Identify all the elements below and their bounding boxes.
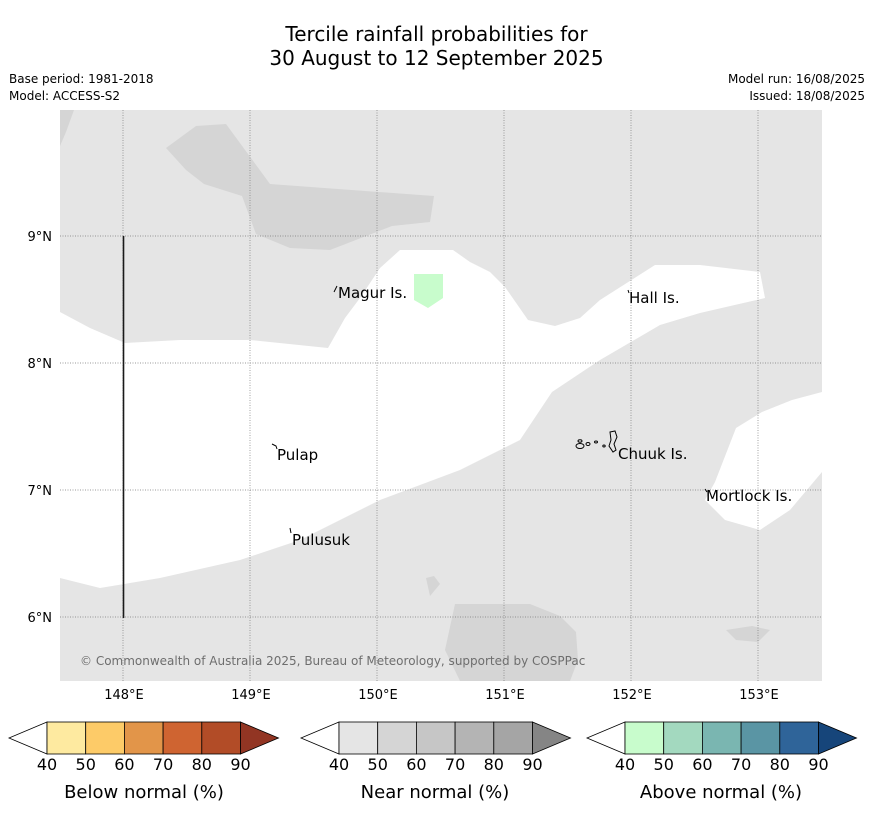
below-colorbar-high-extend	[240, 721, 280, 755]
above-colorbar-tick: 80	[770, 755, 790, 774]
legend-below-normal: Below normal (%) 40 50 60 70 80 90	[7, 721, 280, 803]
x-tick-148: 148°E	[104, 688, 144, 703]
near-colorbar-tick: 50	[368, 755, 388, 774]
above-colorbar-tick: 90	[808, 755, 828, 774]
label-hall: Hall Is.	[629, 289, 680, 307]
legend-near-title: Near normal (%)	[361, 782, 510, 803]
near-normal-patch-northwest	[60, 110, 74, 146]
above-colorbar-tick: 40	[615, 755, 635, 774]
legend-above-title: Above normal (%)	[640, 782, 802, 803]
below-colorbar-tick: 40	[37, 755, 57, 774]
near-normal-patch-south	[445, 604, 578, 681]
y-axis-ticks: 9°N 8°N 7°N 6°N	[28, 230, 53, 626]
near-colorbar-segment	[338, 721, 379, 755]
near-colorbar-segment	[377, 721, 417, 755]
x-axis-ticks: 148°E 149°E 150°E 151°E 152°E 153°E	[104, 688, 779, 703]
below-colorbar-tick: 90	[230, 755, 250, 774]
model-name: Model: ACCESS-S2	[9, 89, 121, 103]
title-line-1: Tercile rainfall probabilities for	[285, 22, 588, 46]
above-colorbar-tick: 60	[692, 755, 712, 774]
above-colorbar-tick: 70	[731, 755, 751, 774]
x-tick-153: 153°E	[739, 688, 779, 703]
y-tick-9n: 9°N	[28, 230, 53, 245]
x-tick-150: 150°E	[358, 688, 398, 703]
near-colorbar-tick: 80	[484, 755, 504, 774]
below-colorbar-segment	[162, 721, 203, 755]
above-colorbar-high-extend	[818, 721, 858, 755]
near-normal-patch-small	[426, 576, 440, 596]
near-colorbar-segment	[454, 721, 495, 755]
above-colorbar-segment	[624, 721, 665, 755]
near-colorbar-tick: 40	[329, 755, 349, 774]
below-colorbar-tick: 60	[114, 755, 134, 774]
y-tick-6n: 6°N	[28, 611, 53, 626]
x-tick-152: 152°E	[612, 688, 652, 703]
label-chuuk: Chuuk Is.	[618, 445, 687, 463]
map-title: Tercile rainfall probabilities for 30 Au…	[0, 22, 873, 70]
x-tick-151: 151°E	[485, 688, 525, 703]
below-colorbar-segment	[85, 721, 125, 755]
near-colorbar-low-extend	[299, 721, 340, 755]
above-normal-patch	[414, 274, 443, 308]
above-colorbar-low-extend	[585, 721, 626, 755]
below-colorbar-low-extend	[7, 721, 48, 755]
legend-above-normal: Above normal (%) 40 50 60 70 80 90	[585, 721, 858, 803]
near-normal-north-region	[60, 110, 822, 681]
mortlock-island-shape	[704, 488, 708, 493]
above-colorbar-segment	[779, 721, 819, 755]
map-area: Magur Is. Hall Is. Pulap Chuuk Is. Mortl…	[60, 110, 822, 681]
meta-left: Base period: 1981-2018 Model: ACCESS-S2	[9, 71, 154, 105]
meta-right: Model run: 16/08/2025 Issued: 18/08/2025	[728, 71, 865, 105]
model-run: Model run: 16/08/2025	[727, 72, 865, 86]
x-tick-149: 149°E	[231, 688, 271, 703]
issued-date: Issued: 18/08/2025	[749, 89, 865, 103]
near-colorbar-segment	[415, 721, 456, 755]
pulap-island-shape	[271, 443, 278, 450]
below-colorbar-tick: 50	[76, 755, 96, 774]
label-mortlock: Mortlock Is.	[706, 487, 792, 505]
above-colorbar-tick: 50	[654, 755, 674, 774]
magur-island-shape	[333, 285, 338, 293]
hall-island-shape	[627, 289, 630, 294]
near-colorbar-tick: 60	[406, 755, 426, 774]
chuuk-island-shapes	[575, 430, 618, 453]
pulusuk-island-shape	[289, 527, 292, 534]
near-colorbar-tick: 90	[522, 755, 542, 774]
label-magur: Magur Is.	[338, 284, 407, 302]
y-tick-8n: 8°N	[28, 357, 53, 372]
title-line-2: 30 August to 12 September 2025	[269, 46, 604, 70]
near-colorbar-tick: 70	[445, 755, 465, 774]
below-colorbar-segment	[46, 721, 87, 755]
near-colorbar-high-extend	[532, 721, 572, 755]
legend-below-title: Below normal (%)	[64, 782, 224, 803]
above-colorbar-segment	[663, 721, 703, 755]
copyright-notice: © Commonwealth of Australia 2025, Bureau…	[80, 654, 585, 668]
y-tick-7n: 7°N	[28, 484, 53, 499]
above-colorbar-segment	[740, 721, 781, 755]
label-pulap: Pulap	[277, 446, 318, 464]
near-normal-patch-north	[166, 124, 434, 250]
near-normal-patch-southeast	[726, 626, 770, 642]
below-colorbar-segment	[201, 721, 241, 755]
legend-near-normal: Near normal (%) 40 50 60 70 80 90	[299, 721, 572, 803]
below-colorbar-tick: 70	[153, 755, 173, 774]
label-pulusuk: Pulusuk	[292, 531, 350, 549]
above-colorbar-segment	[702, 721, 742, 755]
below-colorbar-segment	[124, 721, 164, 755]
near-colorbar-segment	[493, 721, 533, 755]
island-outlines	[271, 285, 708, 534]
base-period: Base period: 1981-2018	[9, 72, 154, 86]
below-colorbar-tick: 80	[192, 755, 212, 774]
